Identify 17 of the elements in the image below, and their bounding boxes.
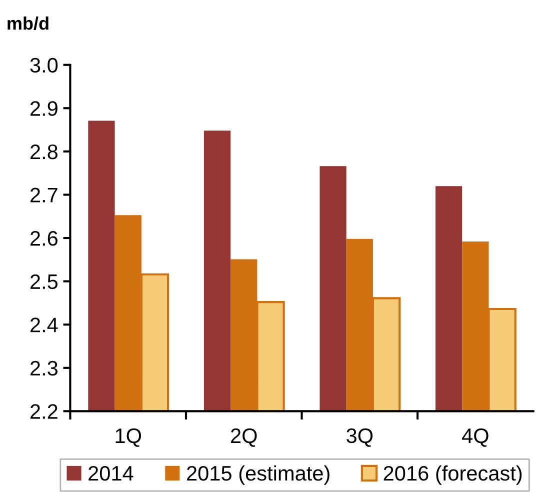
y-tick-label: 2.2: [30, 404, 58, 419]
x-tick-label: 1Q: [116, 428, 142, 447]
x-tick-label: 2Q: [231, 428, 257, 447]
x-tick-label: 4Q: [462, 428, 488, 447]
y-tick-label: 2.5: [30, 274, 58, 290]
legend-label: 2016 (forecast): [384, 465, 522, 485]
y-tick-label: 2.8: [30, 144, 58, 160]
y-tick-label: 3.0: [30, 58, 58, 73]
y-tick-label: 2.9: [30, 101, 58, 116]
y-tick-label: 2.7: [30, 188, 58, 202]
y-axis-title: mb/d: [8, 16, 48, 30]
y-tick-label: 2.3: [30, 360, 58, 376]
y-tick-label: 2.6: [30, 231, 58, 246]
legend-label: 2014: [88, 466, 134, 481]
x-tick-label: 3Q: [346, 428, 373, 447]
legend-label: 2015 (estimate): [187, 465, 330, 485]
y-tick-label: 2.4: [30, 318, 58, 332]
